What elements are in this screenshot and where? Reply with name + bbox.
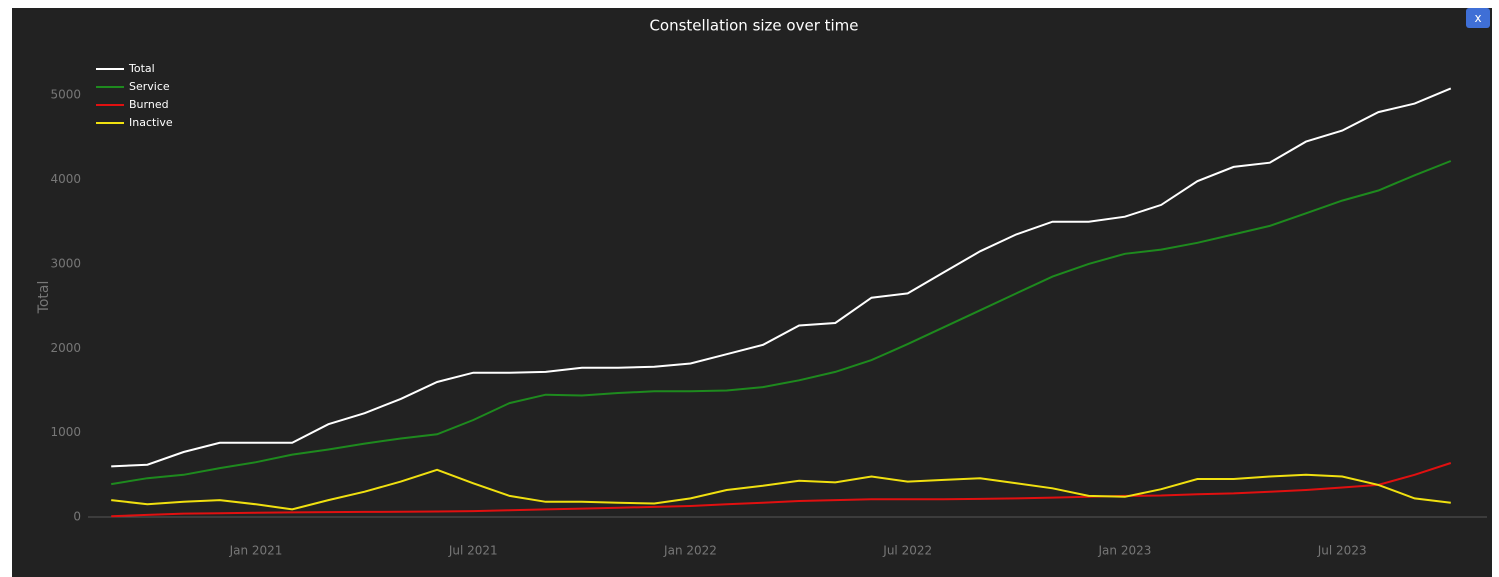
y-tick-label: 1000 bbox=[50, 425, 81, 439]
y-tick-label: 5000 bbox=[50, 88, 81, 102]
series-line bbox=[111, 87, 1452, 468]
close-button[interactable]: x bbox=[1466, 8, 1490, 28]
legend-label: Burned bbox=[129, 98, 169, 111]
x-tick-label: Jul 2023 bbox=[1317, 544, 1367, 558]
y-tick-label: 4000 bbox=[50, 172, 81, 186]
chart-panel bbox=[12, 8, 1492, 577]
series-line bbox=[111, 160, 1452, 486]
x-tick-label: Jul 2022 bbox=[882, 544, 932, 558]
y-tick-label: 3000 bbox=[50, 256, 81, 270]
x-tick-label: Jan 2022 bbox=[663, 544, 717, 558]
x-tick-label: Jul 2021 bbox=[448, 544, 498, 558]
legend-label: Service bbox=[129, 80, 170, 93]
legend-label: Total bbox=[128, 62, 155, 75]
chart-title: Constellation size over time bbox=[649, 17, 858, 35]
y-tick-label: 0 bbox=[73, 510, 81, 524]
x-tick-label: Jan 2023 bbox=[1098, 544, 1152, 558]
y-axis-title: Total bbox=[36, 281, 52, 315]
series-line bbox=[111, 462, 1452, 518]
legend-label: Inactive bbox=[129, 116, 173, 129]
y-tick-label: 2000 bbox=[50, 341, 81, 355]
series-line bbox=[111, 468, 1451, 511]
x-tick-label: Jan 2021 bbox=[229, 544, 283, 558]
